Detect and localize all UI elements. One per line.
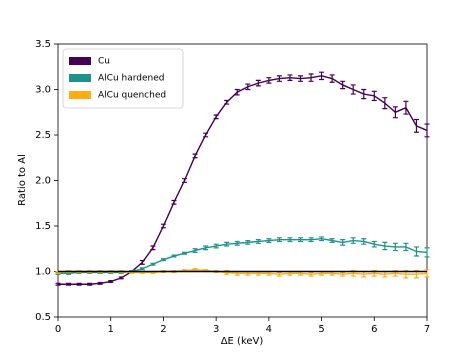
error-bar	[139, 267, 145, 271]
legend-swatch	[69, 74, 91, 82]
x-axis-label: ΔE (keV)	[221, 336, 264, 347]
error-bar	[361, 238, 367, 245]
x-tick-label: 1	[108, 324, 114, 335]
error-bar	[203, 132, 209, 138]
error-bar	[192, 153, 198, 159]
error-bar	[171, 199, 177, 205]
error-bar	[287, 74, 293, 81]
error-bar	[319, 236, 325, 242]
error-bar	[182, 251, 188, 255]
error-bar	[403, 100, 409, 115]
error-bar	[213, 243, 219, 249]
error-bar	[371, 90, 377, 102]
error-bar	[297, 237, 303, 243]
error-bar	[340, 271, 346, 277]
error-bar	[192, 268, 198, 272]
error-bar	[350, 84, 356, 95]
error-bar	[340, 239, 346, 246]
error-bar	[182, 178, 188, 183]
error-bar	[287, 237, 293, 243]
error-bar	[308, 237, 314, 243]
error-bar	[66, 282, 72, 286]
error-bar	[392, 106, 398, 119]
error-bar	[76, 282, 82, 286]
error-bar	[371, 240, 377, 248]
error-bar	[87, 282, 93, 286]
error-bar	[255, 79, 261, 87]
error-bar	[224, 241, 230, 247]
error-bar	[350, 237, 356, 244]
y-tick-label: 1.5	[35, 221, 51, 232]
legend-text: Cu	[98, 57, 110, 67]
x-tick-label: 4	[266, 324, 272, 335]
error-bar	[108, 280, 114, 284]
x-tick-label: 0	[55, 324, 61, 335]
error-bar	[213, 114, 219, 120]
error-bar	[160, 223, 166, 229]
error-bar	[234, 240, 240, 246]
error-bar	[55, 282, 61, 286]
y-tick-label: 3.5	[35, 39, 51, 50]
error-bar	[424, 123, 430, 138]
y-tick-label: 2.0	[35, 176, 51, 187]
error-bar	[171, 254, 177, 258]
error-bar	[276, 75, 282, 82]
error-bar	[255, 239, 261, 244]
error-bar	[392, 242, 398, 252]
error-bar	[150, 245, 156, 251]
error-bar	[413, 118, 419, 133]
error-bar	[297, 75, 303, 82]
legend-box	[62, 48, 184, 109]
error-bar	[276, 237, 282, 243]
error-bar	[160, 258, 166, 262]
x-tick-label: 2	[160, 324, 166, 335]
error-bar	[118, 276, 124, 280]
legend-swatch	[69, 57, 91, 65]
error-bar	[413, 246, 419, 257]
error-bar	[340, 80, 346, 90]
x-tick-label: 5	[318, 324, 324, 335]
error-bar	[192, 248, 198, 253]
error-bar	[266, 238, 272, 243]
error-bar	[424, 247, 430, 258]
y-tick-label: 0.5	[35, 312, 51, 323]
x-tick-label: 3	[213, 324, 219, 335]
error-bar	[403, 242, 409, 252]
error-bar	[319, 71, 325, 81]
legend-text: AlCu quenched	[98, 91, 166, 101]
error-bar	[234, 88, 240, 96]
error-bar	[308, 271, 314, 277]
error-bar	[245, 239, 251, 245]
error-bar	[224, 99, 230, 105]
error-bar	[382, 97, 388, 110]
y-tick-label: 1.0	[35, 267, 51, 278]
error-bar	[150, 262, 156, 266]
error-bar	[139, 259, 145, 265]
error-bar	[329, 74, 335, 83]
error-bar	[382, 241, 388, 251]
error-bar	[308, 73, 314, 82]
x-tick-label: 6	[371, 324, 377, 335]
y-tick-label: 2.5	[35, 130, 51, 141]
error-bar	[276, 271, 282, 277]
x-tick-label: 7	[424, 324, 430, 335]
error-bar	[361, 88, 367, 100]
y-axis-label: Ratio to Al	[17, 154, 28, 206]
y-tick-label: 3.0	[35, 85, 51, 96]
series-line	[58, 238, 428, 275]
legend-text: AlCu hardened	[98, 74, 164, 84]
error-bar	[329, 238, 335, 243]
error-bar	[97, 281, 103, 285]
error-bar	[203, 245, 209, 251]
error-bar	[245, 83, 251, 91]
legend-swatch	[69, 91, 91, 99]
error-bar	[266, 77, 272, 84]
